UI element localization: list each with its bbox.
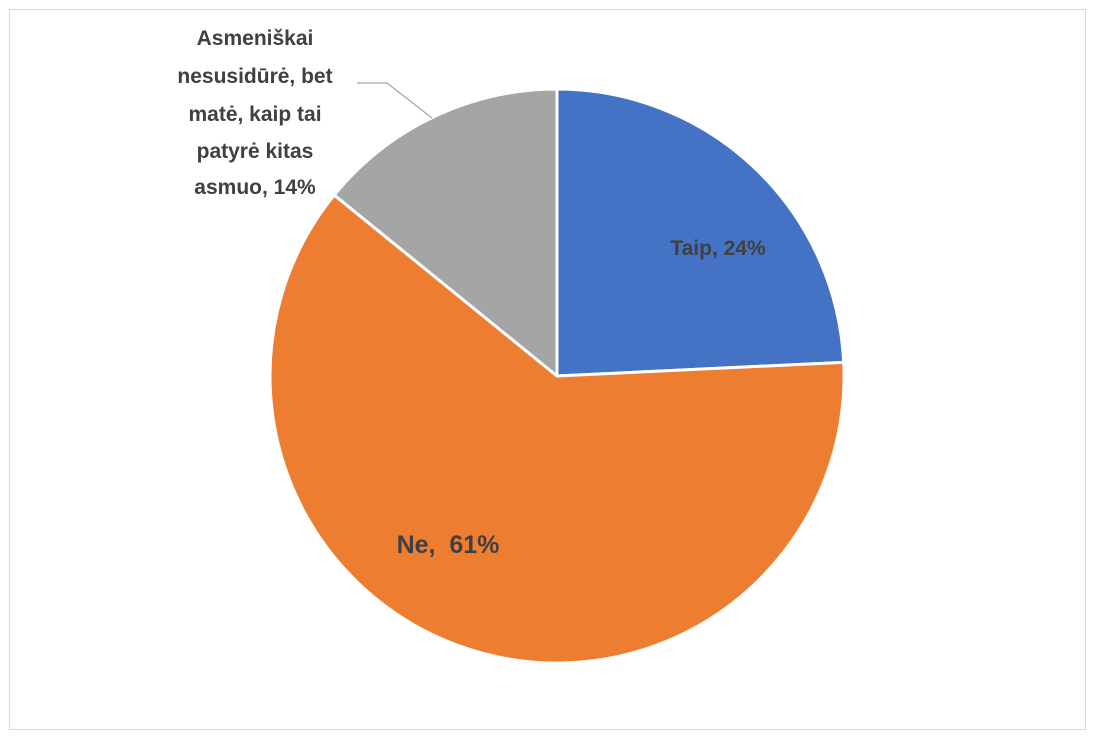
slice-label-asmeniskai-line-4: patyrė kitas [197, 140, 314, 163]
pie-slice-0 [555, 87, 846, 378]
slice-label-taip: Taip, 24% [670, 237, 766, 260]
slice-label-asmeniskai-line-1: Asmeniškai [197, 27, 314, 50]
slice-label-asmeniskai-line-2: nesusidūrė, bet [177, 65, 332, 88]
slice-label-asmeniskai-line-3: matė, kaip tai [188, 103, 321, 126]
slice-label-asmeniskai: Asmeniškai nesusidūrė, bet matė, kaip ta… [177, 27, 332, 199]
pie-slice-1 [268, 193, 846, 665]
slice-label-asmeniskai-line-5: asmuo, 14% [194, 176, 316, 199]
leader-line-asmeniskai-diag [386, 82, 433, 119]
pie-slice-2 [332, 87, 559, 378]
slice-label-ne: Ne, 61% [397, 531, 500, 559]
pie-slices [268, 87, 846, 665]
